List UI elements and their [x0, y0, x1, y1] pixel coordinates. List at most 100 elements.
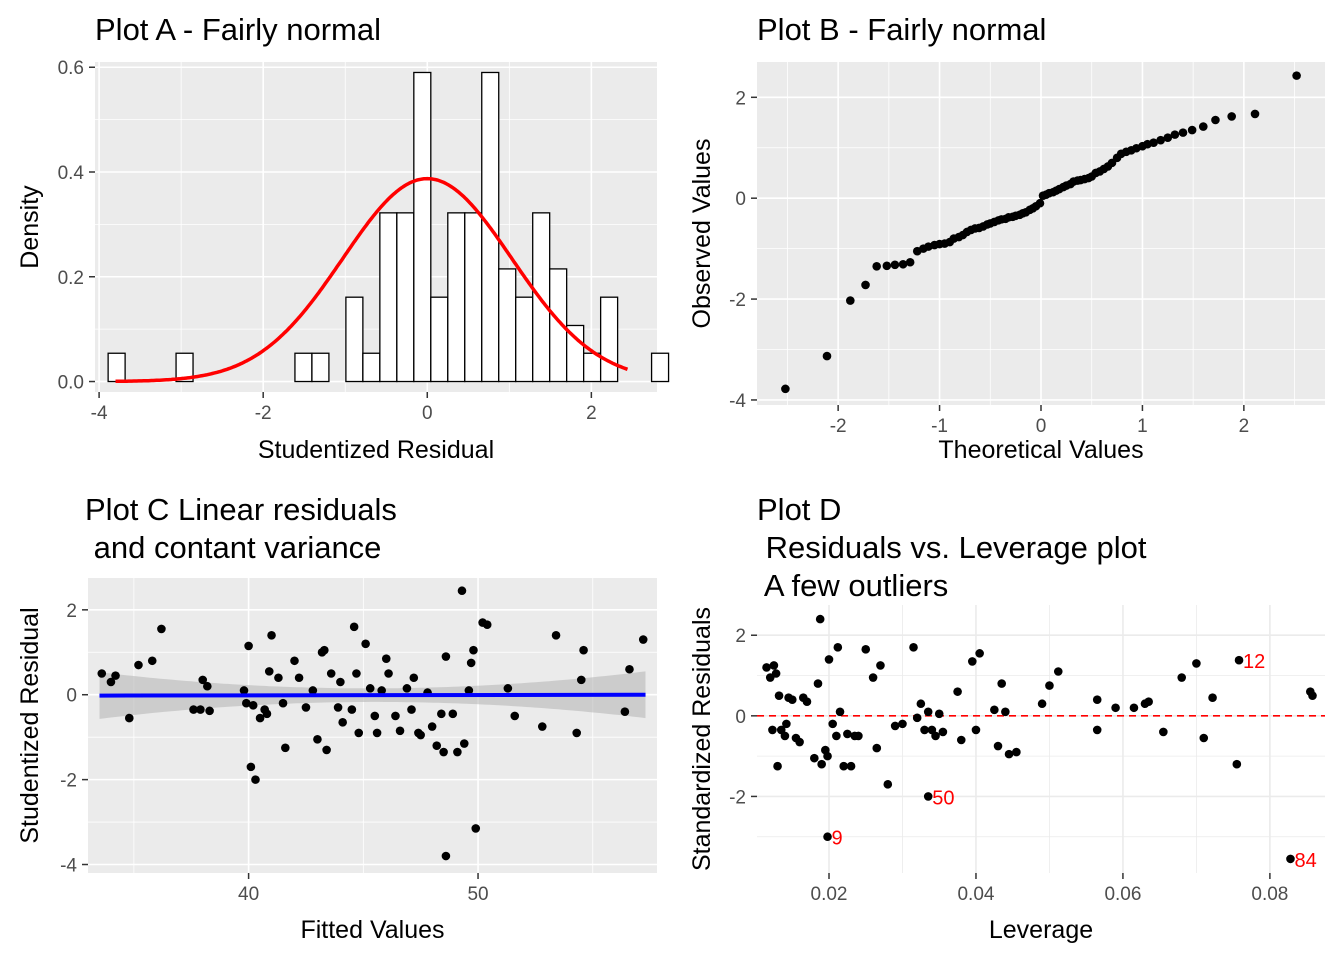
leverage-point — [1037, 699, 1047, 709]
leverage-point — [890, 721, 900, 731]
leverage-point — [769, 661, 779, 670]
histogram-bar — [599, 296, 619, 383]
leverage-point — [833, 643, 843, 652]
residual-point — [262, 709, 272, 719]
leverage-point — [997, 679, 1006, 688]
leverage-point — [828, 719, 837, 729]
leverage-point — [1045, 681, 1054, 690]
leverage-point — [938, 727, 948, 737]
plot-background — [88, 578, 657, 873]
x-tick-label: 0.02 — [811, 884, 848, 905]
leverage-point — [817, 759, 826, 769]
chart-title-line: and contant variance — [85, 530, 381, 565]
leverage-point — [971, 725, 981, 735]
leverage-point — [934, 709, 944, 719]
histogram-bar — [107, 352, 126, 383]
residual-point — [111, 671, 120, 680]
y-axis-label: Standardized Residuals — [688, 607, 716, 871]
x-axis-label: Studentized Residual — [258, 436, 494, 464]
leverage-point — [762, 663, 771, 672]
residual-point — [338, 718, 347, 727]
leverage-point — [843, 729, 852, 739]
residual-point — [620, 707, 630, 717]
residual-point — [264, 667, 274, 676]
x-tick-label: 2 — [1239, 416, 1250, 437]
leverage-point — [823, 751, 832, 761]
leverage-point — [810, 753, 819, 763]
histogram-bar — [650, 352, 670, 383]
qq-point — [1250, 109, 1260, 119]
leverage-point — [931, 731, 940, 741]
residual-point — [391, 711, 400, 721]
qq-point — [1149, 138, 1158, 148]
y-axis-label: Studentized Residual — [16, 607, 44, 843]
qq-point — [1035, 198, 1045, 208]
residual-point — [439, 747, 448, 757]
residual-point — [147, 656, 157, 666]
residual-point — [290, 656, 299, 666]
leverage-point — [923, 707, 933, 717]
leverage-point — [1199, 733, 1209, 743]
leverage-point — [780, 731, 790, 741]
residual-point — [347, 705, 357, 714]
leverage-point — [861, 645, 871, 654]
residual-point — [459, 739, 469, 748]
outlier-label: 84 — [1294, 850, 1316, 872]
residual-point — [448, 709, 458, 719]
leverage-point — [993, 741, 1003, 751]
x-tick-label: -2 — [255, 403, 272, 424]
qq-point — [781, 384, 790, 394]
qq-point — [898, 259, 908, 269]
histogram-bar — [413, 71, 432, 383]
y-tick-label: 2 — [66, 601, 77, 622]
residual-point — [372, 728, 382, 738]
y-tick-label: -2 — [729, 787, 746, 808]
x-axis-label: Fitted Values — [300, 916, 444, 944]
residual-point — [466, 658, 476, 668]
y-tick-label: -2 — [60, 771, 77, 792]
residual-point — [242, 698, 251, 708]
chart-title: Plot A - Fairly normal — [95, 12, 381, 47]
leverage-point — [956, 735, 966, 745]
residual-point — [308, 686, 318, 695]
leverage-point — [839, 761, 849, 771]
leverage-point — [920, 725, 929, 735]
leverage-point — [1012, 747, 1021, 757]
residual-point — [427, 722, 437, 731]
outlier-point — [1234, 655, 1244, 665]
fit-line — [99, 692, 646, 698]
residual-point — [453, 747, 462, 757]
leverage-point — [1004, 749, 1014, 759]
y-tick-label: -4 — [60, 856, 77, 877]
panel-c: 40 50 -4 -2 0 2 Fitted Values Studentized Resid… — [16, 492, 657, 944]
residual-point — [267, 631, 276, 640]
leverage-point — [990, 705, 999, 715]
normal-density-curve — [115, 176, 629, 384]
qq-point — [1187, 125, 1197, 135]
residual-point — [352, 669, 361, 678]
qq-point — [1178, 128, 1188, 137]
histogram-bar — [583, 352, 602, 383]
leverage-point — [815, 614, 825, 624]
residual-point — [482, 620, 492, 629]
histogram-bar — [345, 296, 364, 383]
chart-title-line: Plot D — [757, 492, 841, 527]
x-tick-label: -4 — [91, 403, 108, 424]
y-tick-label: -4 — [729, 391, 746, 412]
residual-point — [294, 673, 304, 683]
x-tick-label: 0.04 — [957, 884, 994, 905]
y-tick-label: 0.6 — [58, 58, 84, 79]
residual-point — [402, 684, 412, 693]
x-tick-label: 0 — [422, 403, 433, 424]
residual-point — [246, 762, 256, 772]
residual-point — [248, 701, 258, 710]
residual-point — [625, 664, 634, 674]
leverage-point — [795, 737, 804, 747]
residual-point — [349, 622, 359, 632]
leverage-point — [832, 731, 841, 741]
histogram-bar — [294, 352, 313, 383]
y-tick-label: 0.4 — [58, 163, 85, 184]
residual-point — [361, 639, 370, 649]
residual-point — [134, 660, 143, 670]
